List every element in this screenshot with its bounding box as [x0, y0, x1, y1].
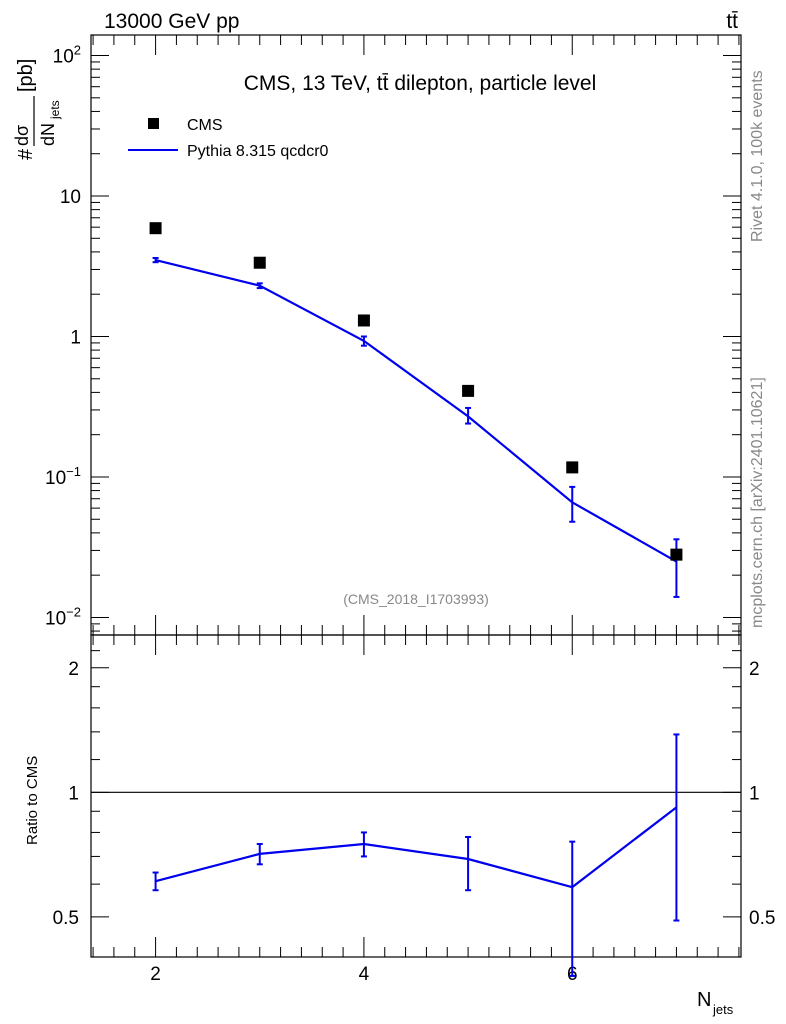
- mc-series-line: [155, 258, 677, 563]
- plot-title: CMS, 13 TeV, tt̄ dilepton, particle leve…: [244, 72, 597, 95]
- process-label: tt̄: [726, 10, 738, 33]
- ratio-y-tick-label-right: 2: [749, 659, 760, 680]
- ratio-plot-frame: [90, 634, 742, 958]
- ratio-y-tick-label: 0.5: [53, 908, 79, 929]
- ratio-series-line: [155, 806, 678, 889]
- main-y-tick-label: 1: [70, 327, 81, 348]
- legend-cms-marker: [148, 118, 159, 129]
- x-axis-label: N jets: [697, 989, 734, 1017]
- main-y-tick-label: 10−1: [45, 464, 81, 489]
- cms-data-point: [566, 461, 579, 474]
- main-y-tick-label: 10: [60, 187, 81, 208]
- mcplots-label: mcplots.cern.ch [arXiv:2401.10621]: [749, 377, 766, 628]
- legend: CMS Pythia 8.315 qcdcr0: [128, 117, 329, 160]
- cms-data-point: [670, 548, 683, 561]
- legend-cms-label: CMS: [187, 117, 223, 134]
- svg-text:#: #: [15, 148, 37, 160]
- ratio-y-tick-label-right: 1: [749, 783, 760, 804]
- cms-data-point: [149, 222, 162, 235]
- svg-text:dσ: dσ: [12, 125, 32, 146]
- ratio-y-tick-label: 2: [68, 659, 79, 680]
- main-y-tick-label: 102: [53, 43, 81, 68]
- svg-text:jets: jets: [712, 1002, 734, 1017]
- svg-text:jets: jets: [48, 100, 62, 120]
- svg-text:N: N: [697, 989, 711, 1011]
- svg-text:[pb]: [pb]: [15, 59, 37, 92]
- energy-label: 13000 GeV pp: [104, 10, 239, 33]
- rivet-label: Rivet 4.1.0, 100k events: [749, 70, 766, 242]
- ratio-y-axis-label: Ratio to CMS: [24, 756, 41, 845]
- legend-pythia-label: Pythia 8.315 qcdcr0: [187, 143, 329, 160]
- x-tick-label: 2: [150, 964, 161, 985]
- ratio-y-tick-label: 1: [68, 783, 79, 804]
- ratio-y-tick-label-right: 0.5: [749, 908, 775, 929]
- cms-data-point: [253, 256, 266, 269]
- main-y-tick-label: 10−2: [45, 604, 81, 629]
- main-y-axis-label: # dσ dN jets [pb]: [12, 59, 62, 160]
- cms-data-point: [462, 384, 475, 397]
- svg-text:dN: dN: [38, 123, 58, 146]
- x-tick-label: 4: [359, 964, 370, 985]
- cms-data-point: [357, 314, 370, 327]
- analysis-watermark: (CMS_2018_I1703993): [343, 591, 489, 607]
